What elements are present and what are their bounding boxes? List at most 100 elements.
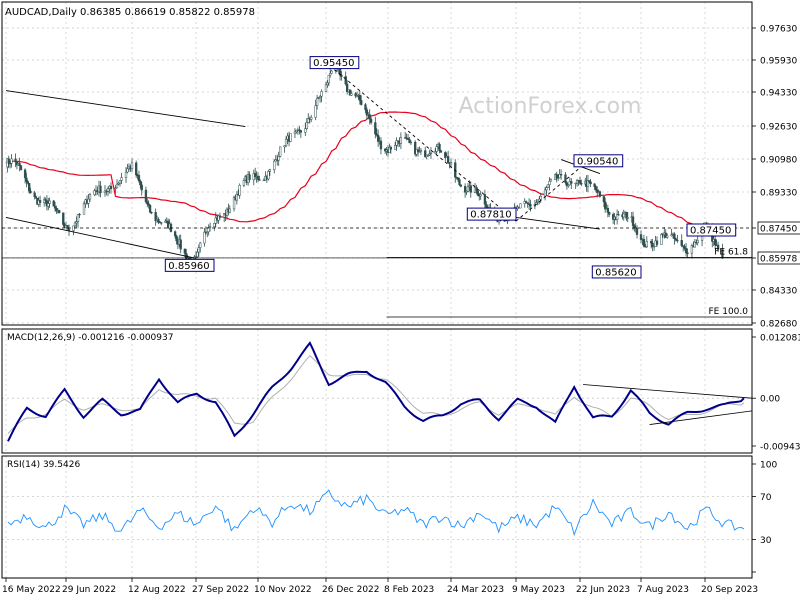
candle-body [615,214,619,220]
candle-body [214,217,217,224]
candle-body [446,156,450,163]
candle-body [625,212,628,219]
x-tick-label: 12 Aug 2022 [128,585,186,595]
macd-y-label: -0.009432 [760,443,800,453]
candle-body [645,241,648,248]
candle-body [642,238,646,247]
candle-body [466,186,470,192]
x-tick-label: 24 Mar 2023 [447,585,504,595]
candle-body [684,248,688,254]
candle-body [574,182,577,185]
price-label-box [466,207,517,221]
candle-body [631,216,635,227]
candle-body [463,186,467,193]
panel-frames [1,1,753,579]
candle-body [207,227,210,233]
candle-body [345,83,349,92]
fibonacci-level-label: FE 100.0 [709,307,749,317]
candle-body [139,180,142,186]
candle-body [543,189,547,197]
candle-body [283,145,286,148]
candle-body [606,207,609,213]
candle-body [298,129,301,131]
projection-2 [515,167,581,222]
candle-body [651,242,654,247]
ma-line [5,111,723,237]
x-tick-label: 20 Sep 2023 [701,585,758,595]
candle-body [118,180,122,184]
candle-body [106,188,110,192]
candle-body [256,175,260,180]
candle-body [604,201,607,210]
y-tick-label: 0.82680 [760,320,797,330]
candle-body [608,212,611,215]
candle-body [418,151,421,153]
candle-body [435,146,438,152]
moving-average [5,111,723,237]
candle-body [130,162,134,170]
macd-line [7,341,745,442]
candle-body [388,146,391,153]
y-tick-label: 0.85978 [760,255,797,265]
candle-body [589,181,592,185]
candle-body [365,109,369,116]
candle-body [479,194,482,197]
candle-body [546,184,550,189]
candle-body [578,180,582,184]
candle-body [673,233,676,240]
y-tick-label: 0.95930 [760,57,797,67]
candle-body [304,128,307,133]
candle-body [232,196,236,210]
x-tick-label: 27 Sep 2022 [192,585,249,595]
y-tick-label: 0.84330 [760,287,797,297]
candle-body [8,162,12,165]
y-tick-label: 0.92630 [760,123,797,133]
candle-body [293,131,297,134]
candle-body [99,185,102,194]
macd-y-label: 0.012081 [760,334,800,344]
candle-body [416,149,420,153]
price-label-box [573,154,624,168]
x-tick-label: 29 Jun 2022 [62,585,116,595]
candle-body [425,155,428,158]
candle-body [199,242,202,248]
candle-body [399,137,403,144]
candle-body [144,189,148,203]
candle-body [527,203,531,205]
candle-body [48,200,51,204]
candle-body [26,181,29,184]
macd-title: MACD(12,26,9) -0.001216 -0.000937 [7,333,173,343]
x-tick-label: 7 Aug 2023 [637,585,689,595]
candle-body [666,235,669,238]
candle-body [18,163,21,166]
candle-body [218,215,222,218]
candle-body [375,133,378,136]
x-tick-label: 16 May 2022 [2,585,61,595]
candle-body [14,158,17,163]
candle-body [254,173,257,178]
candle-body [324,84,328,92]
candle-body [424,150,427,158]
horizontal-levels: FE 61.8 FE 100.0 [2,227,752,318]
candle-body [82,203,86,215]
candle-body [414,141,417,155]
candle-body [549,179,553,182]
candle-body [548,180,551,185]
candle-body [565,182,569,187]
candle-body [217,215,220,221]
channel-lower [5,217,197,259]
candle-body [173,231,177,237]
candle-body [594,186,598,191]
candle-body [364,104,367,111]
candle-body [379,140,383,150]
candle-body [419,150,423,152]
candle-body [73,222,77,227]
candle-body [305,122,308,129]
candle-body [475,186,478,192]
y-label-box [757,251,800,265]
candle-body [674,238,678,241]
candle-body [87,198,90,204]
candle-body [179,239,182,250]
candle-body [19,165,23,171]
